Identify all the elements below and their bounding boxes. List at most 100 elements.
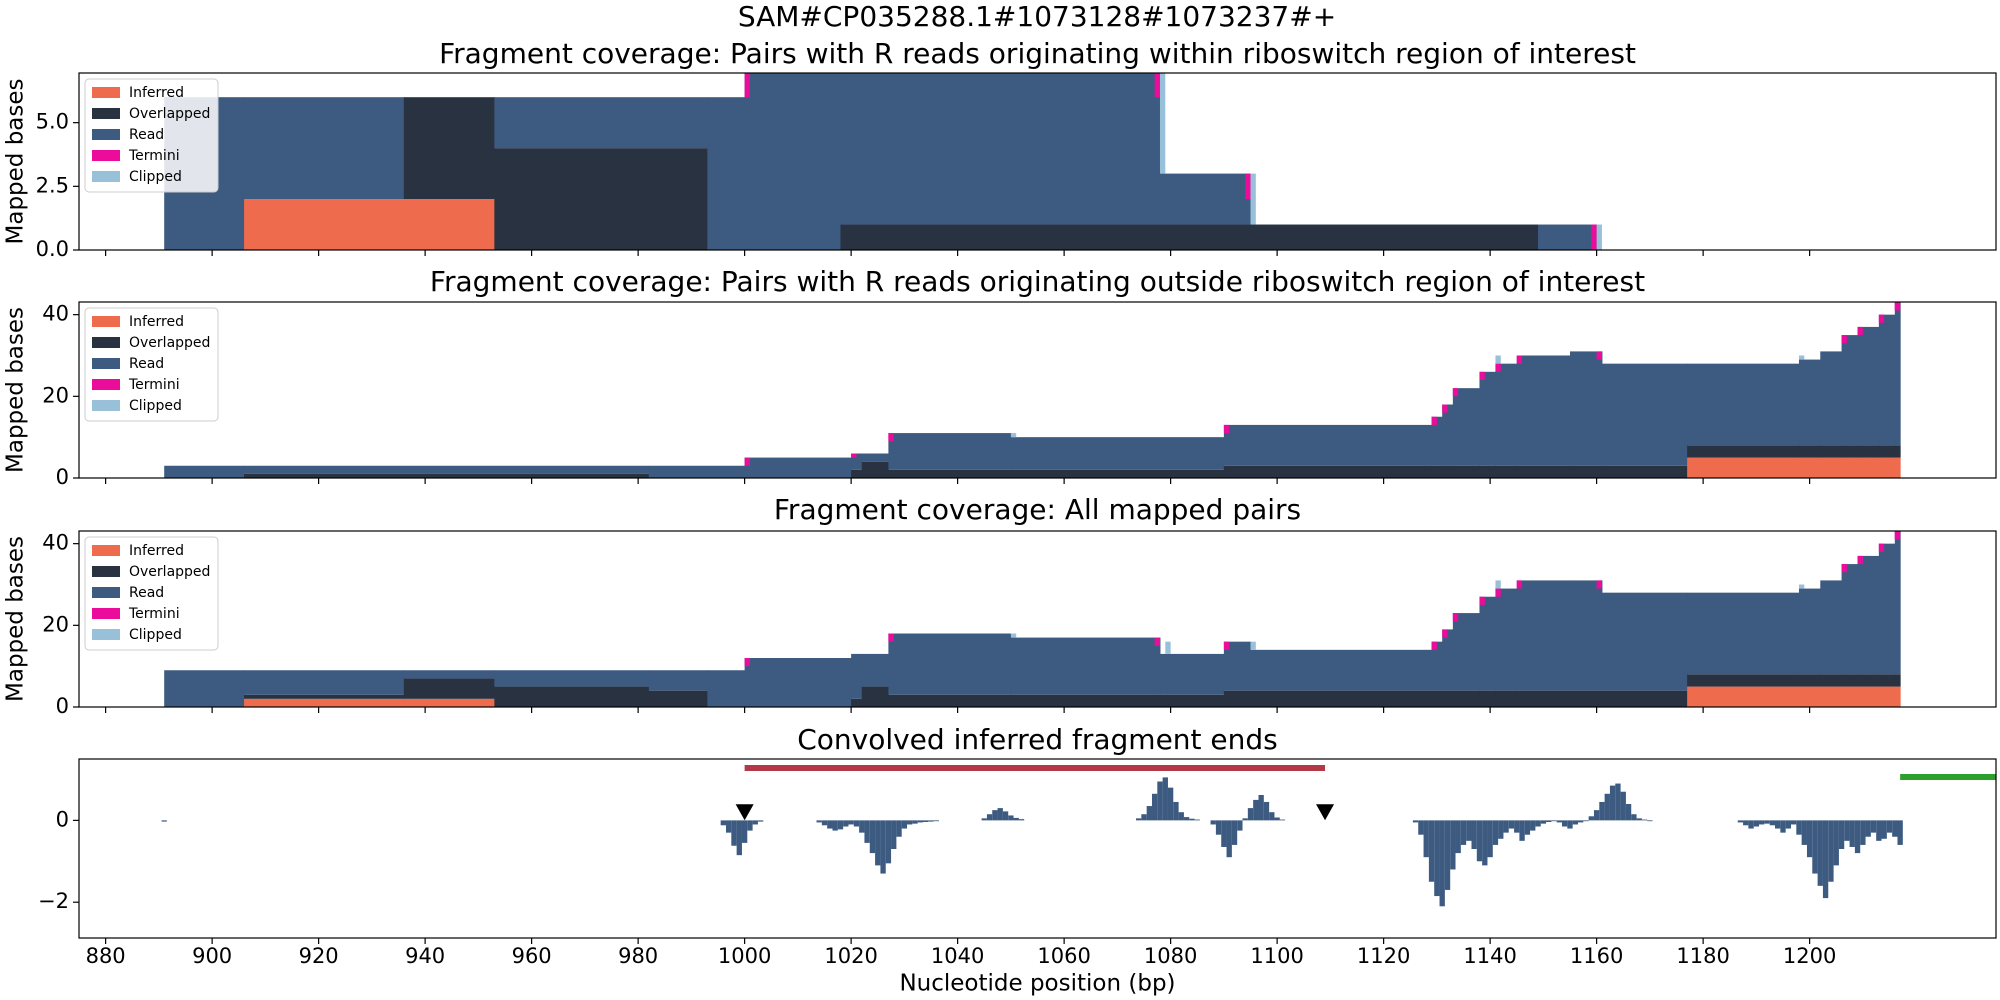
axes-frame [78, 530, 1997, 708]
bar [1636, 818, 1642, 821]
bar [1498, 820, 1504, 839]
clipped-mark [1010, 433, 1017, 438]
y-tick-label: 0 [56, 807, 69, 831]
bar [1237, 820, 1243, 831]
coverage-segment [1495, 363, 1518, 466]
bar [843, 820, 849, 827]
coverage-segment [1159, 173, 1251, 225]
coverage-segment [1820, 457, 1843, 478]
bar [1897, 820, 1903, 845]
bar [1753, 820, 1760, 827]
coverage-segment [1894, 457, 1901, 478]
termini-mark [1516, 355, 1523, 364]
bar [1748, 820, 1754, 829]
bar [1860, 820, 1866, 845]
legend-label: Overlapped [129, 564, 210, 580]
coverage-segment [1894, 531, 1901, 675]
coverage-segment [1687, 674, 1800, 687]
bar [1141, 814, 1147, 821]
bar [1226, 820, 1232, 858]
bar [1822, 820, 1829, 899]
coverage-segment [1570, 690, 1603, 707]
x-tick-label: 900 [192, 944, 232, 968]
termini-mark [851, 453, 857, 458]
bar [901, 820, 908, 829]
termini-mark [1596, 351, 1602, 360]
coverage-segment [1857, 674, 1880, 687]
coverage-segment [648, 690, 708, 707]
termini-mark [1878, 314, 1885, 323]
bar [986, 814, 993, 821]
bar [1514, 820, 1520, 833]
bar [1487, 820, 1493, 858]
bar [859, 820, 865, 833]
termini-mark [888, 433, 894, 442]
coverage-segment [1841, 686, 1859, 707]
coverage-segment [1820, 445, 1843, 458]
bar [1434, 820, 1440, 897]
coverage-segment [164, 465, 245, 478]
coverage-segment [851, 469, 863, 478]
coverage-segment [1798, 674, 1821, 687]
bar [1540, 820, 1547, 824]
bar [1562, 820, 1568, 827]
legend-swatch [92, 108, 120, 119]
bar [1551, 820, 1557, 822]
bar [1136, 818, 1142, 821]
coverage-segment [1857, 326, 1880, 446]
coverage-segment [888, 633, 1012, 695]
coverage-segment [1878, 674, 1896, 687]
termini-mark [1245, 173, 1251, 200]
coverage-segment [1857, 686, 1880, 707]
bar [1593, 810, 1600, 821]
bar [885, 820, 892, 864]
legend-box [84, 78, 219, 193]
x-tick-label: 880 [86, 944, 126, 968]
termini-mark [1495, 363, 1501, 372]
coverage-segment [1010, 694, 1161, 707]
bar [747, 820, 753, 831]
bar [720, 820, 726, 826]
legend-label: Overlapped [129, 335, 210, 351]
coverage-segment [1442, 404, 1454, 466]
bar [1018, 819, 1025, 821]
legend-swatch [92, 400, 120, 411]
panel-title: Fragment coverage: Pairs with R reads or… [439, 37, 1636, 70]
coverage-segment [1894, 686, 1901, 707]
y-axis-label: Mapped bases [3, 536, 29, 702]
bar [1743, 820, 1749, 826]
marker-triangle [1316, 804, 1335, 821]
coverage-segment [164, 670, 245, 707]
bar [1183, 817, 1190, 821]
legend-swatch [92, 171, 120, 182]
coverage-segment [1857, 445, 1880, 458]
marker-triangle [735, 804, 754, 821]
coverage-segment [1687, 686, 1800, 707]
bar [1780, 820, 1786, 833]
x-tick-label: 1140 [1463, 944, 1516, 968]
bar [1471, 820, 1477, 850]
bar [1647, 820, 1653, 822]
coverage-segment [244, 698, 405, 707]
bar [1157, 781, 1163, 821]
coverage-segment [403, 97, 495, 200]
bar [725, 820, 732, 833]
coverage-segment [840, 224, 1161, 250]
bar [917, 820, 924, 823]
coverage-segment [1687, 363, 1800, 446]
termini-mark [1154, 73, 1160, 98]
termini-mark [1223, 641, 1230, 650]
bar [1173, 801, 1179, 821]
bar [1221, 820, 1227, 847]
bar [1210, 820, 1216, 825]
bar [981, 818, 987, 821]
coverage-segment [1857, 555, 1880, 675]
x-tick-label: 1000 [718, 944, 771, 968]
legend-swatch [92, 150, 120, 161]
bar [1817, 820, 1823, 886]
y-tick-label: 0 [56, 694, 69, 718]
legend-label: Read [129, 585, 164, 601]
x-tick-label: 920 [299, 944, 339, 968]
termini-mark [1894, 302, 1901, 311]
